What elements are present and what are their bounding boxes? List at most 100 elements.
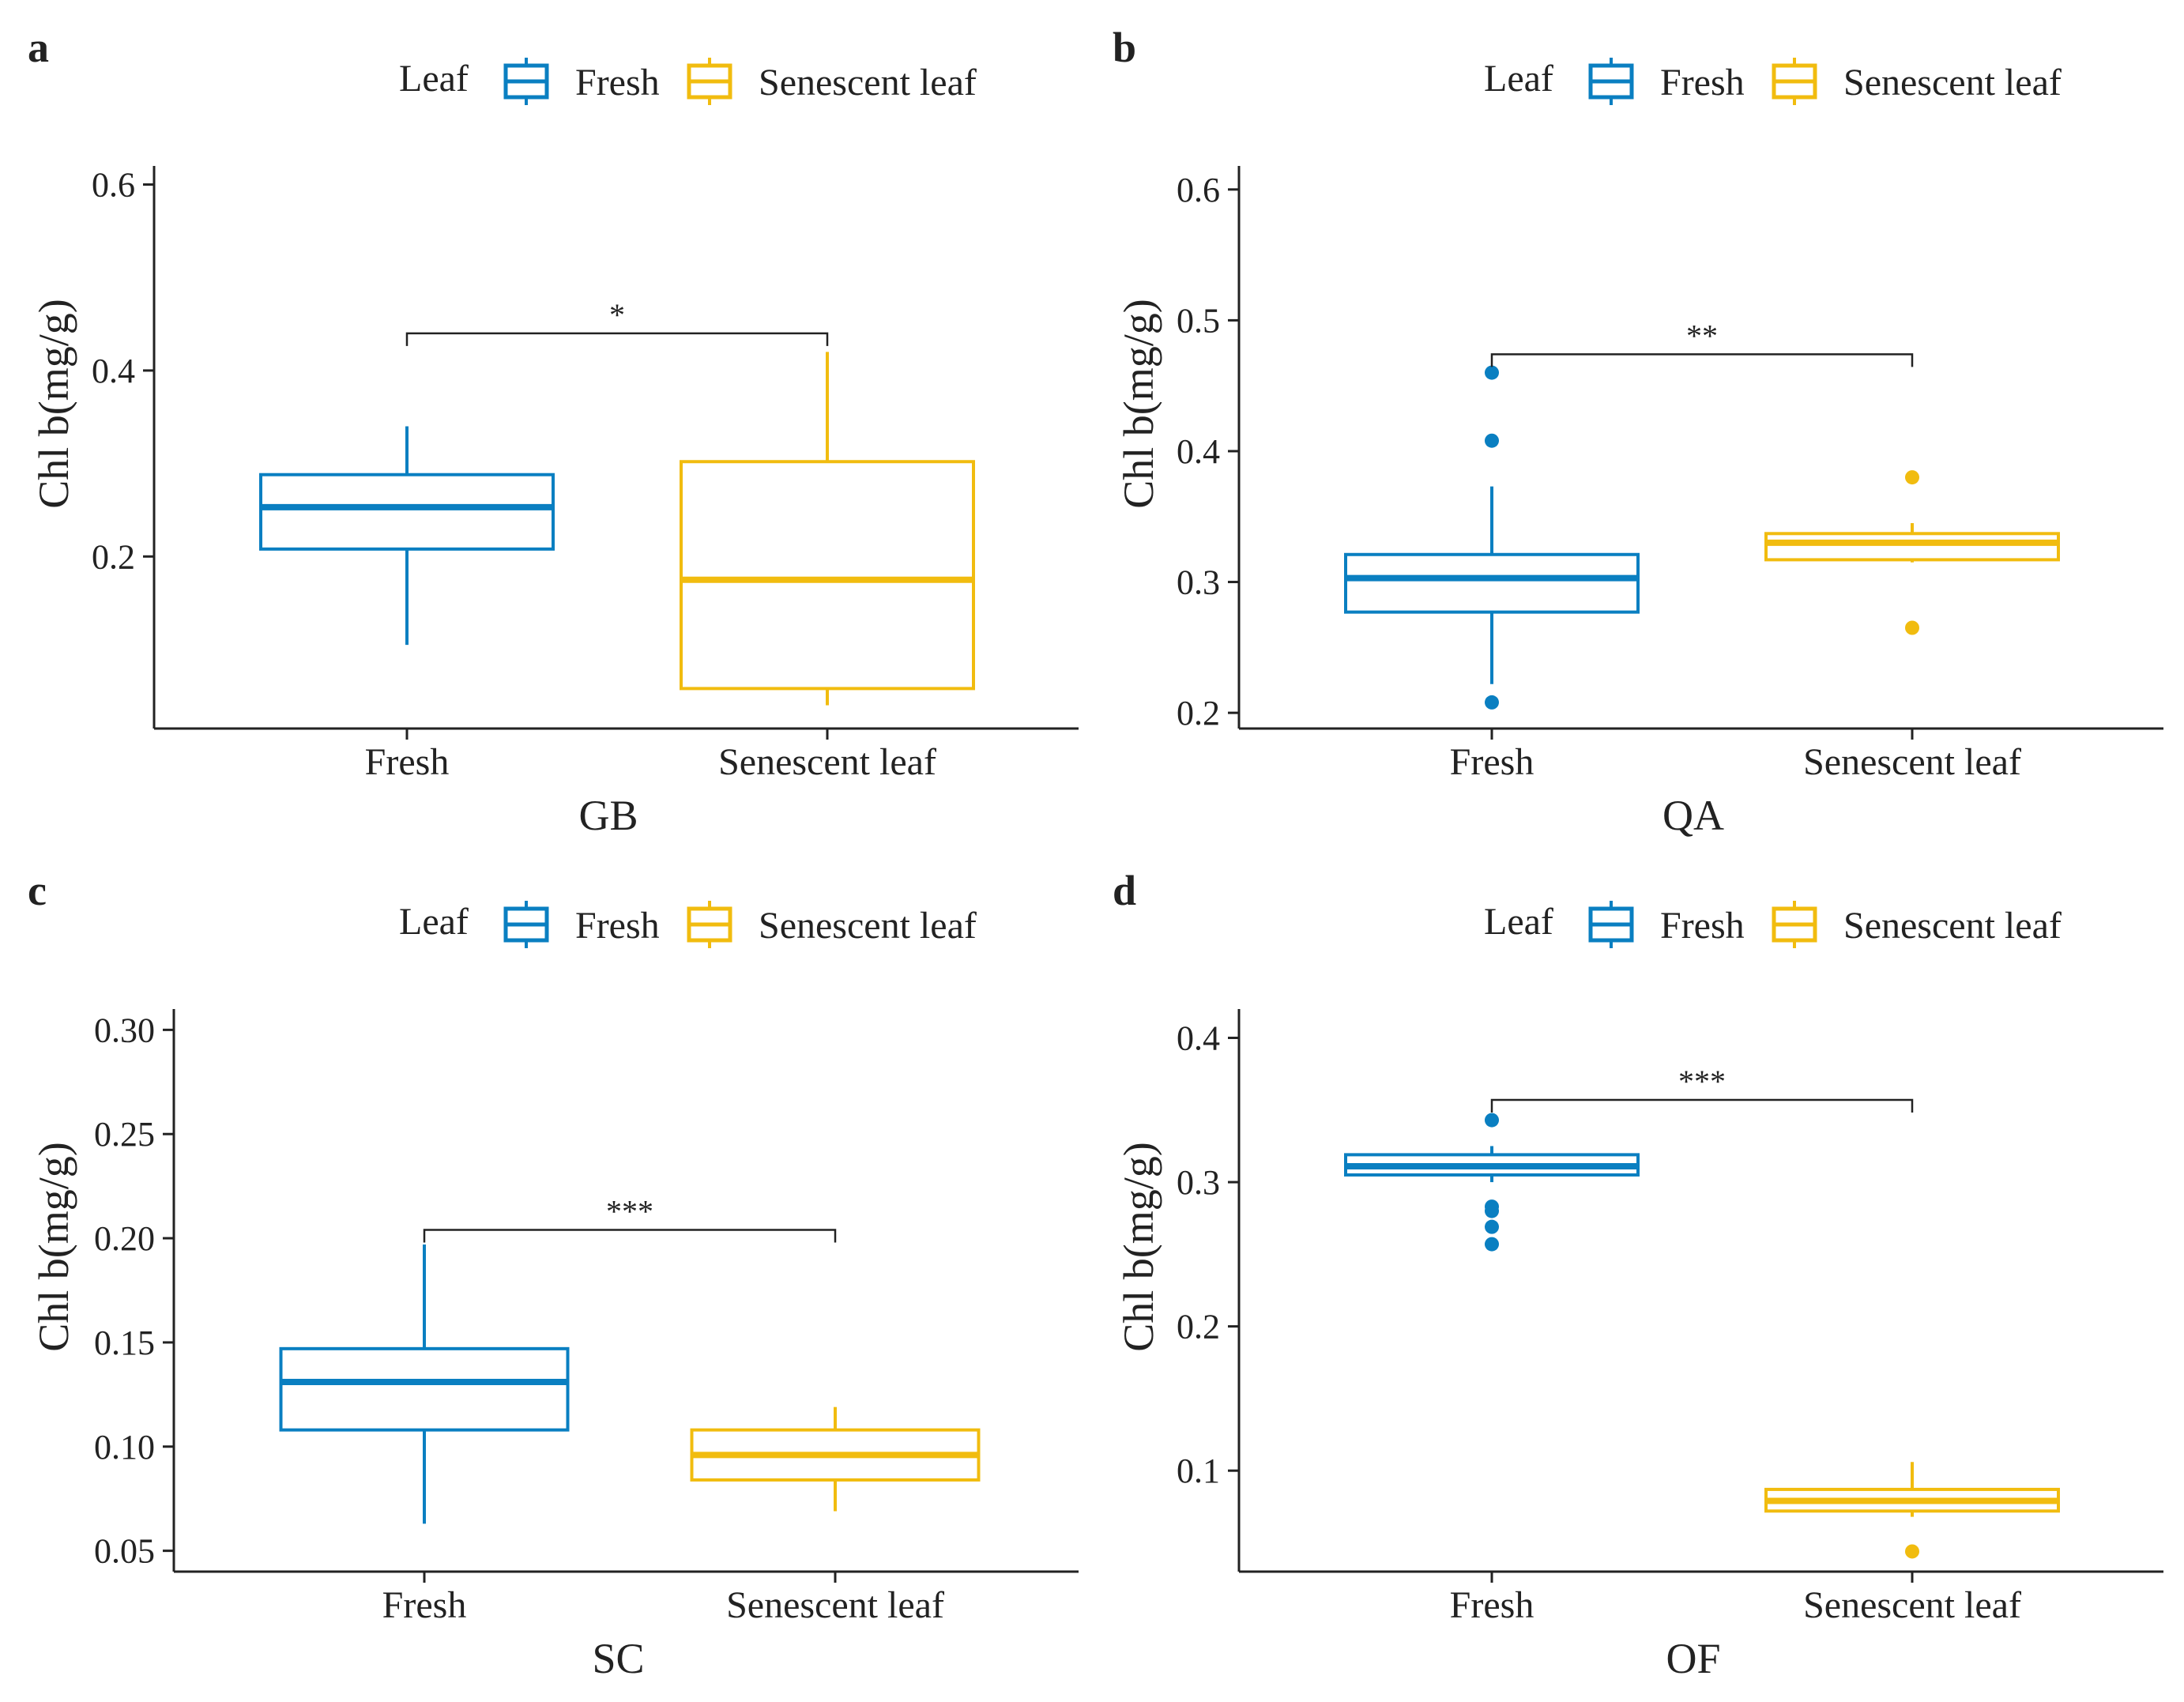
y-tick-label: 0.6 (1177, 171, 1220, 209)
significance-bracket: ** (1490, 318, 1914, 367)
outlier-point (1905, 470, 1919, 485)
panel-label: b (1113, 24, 1136, 71)
legend-key-senescent (687, 58, 732, 105)
legend-title: Leaf (399, 58, 469, 100)
significance-label: ** (1686, 318, 1718, 353)
outlier-point (1485, 1199, 1499, 1214)
box-fresh (259, 426, 555, 646)
box-fresh (1344, 1113, 1640, 1252)
box-senescent (690, 1406, 981, 1512)
bracket-line (1490, 353, 1914, 367)
box-senescent (1764, 470, 2060, 635)
y-tick-label: 0.3 (1177, 563, 1220, 602)
x-axis-title: SC (592, 1635, 644, 1682)
box-fresh (1344, 365, 1640, 710)
legend-title: Leaf (399, 901, 469, 943)
box-senescent (680, 352, 975, 706)
legend-key-fresh (503, 58, 549, 105)
outlier-point (1485, 1219, 1499, 1234)
x-tick-label: Senescent leaf (1803, 741, 2021, 783)
significance-label: * (609, 297, 625, 333)
legend-label: Fresh (1660, 62, 1745, 104)
y-tick-label: 0.20 (94, 1219, 155, 1258)
outlier-point (1485, 695, 1499, 710)
iqr-box (680, 460, 975, 691)
iqr-box (1764, 532, 2060, 562)
y-axis-title: Chl b(mg/g) (30, 1142, 77, 1352)
legend-label: Fresh (575, 905, 660, 947)
significance-bracket: *** (423, 1194, 837, 1243)
x-axis-title: GB (578, 792, 638, 839)
significance-label: *** (606, 1194, 653, 1229)
x-tick-label: Fresh (382, 1584, 467, 1626)
y-tick-label: 0.3 (1177, 1163, 1220, 1202)
y-tick-label: 0.2 (92, 537, 135, 576)
y-tick-label: 0.4 (92, 352, 135, 390)
y-tick-label: 0.30 (94, 1011, 155, 1049)
panel-a: a Leaf Fresh Senescent leaf 0.2 0.4 0.6 Fresh Se… (28, 24, 1079, 839)
legend-label: Senescent leaf (1843, 905, 2062, 947)
panel-label: c (28, 867, 47, 914)
legend-title: Leaf (1484, 901, 1553, 943)
iqr-box (1344, 552, 1640, 614)
iqr-box (259, 473, 555, 551)
legend-key-fresh (1588, 901, 1634, 948)
legend: Leaf Fresh Senescent leaf (1484, 901, 2062, 948)
bracket-line (405, 332, 829, 346)
y-tick-label: 0.6 (92, 166, 135, 205)
x-tick-label: Fresh (1450, 1584, 1534, 1626)
legend-label: Fresh (1660, 905, 1745, 947)
box-fresh (279, 1244, 570, 1524)
legend-key-senescent (1772, 58, 1817, 105)
y-tick-label: 0.2 (1177, 694, 1220, 732)
y-tick-label: 0.25 (94, 1115, 155, 1154)
significance-bracket: * (405, 297, 829, 346)
y-axis-title: Chl b(mg/g) (1115, 299, 1162, 509)
y-tick-label: 0.2 (1177, 1308, 1220, 1346)
significance-bracket: *** (1490, 1064, 1914, 1113)
x-axis-title: OF (1666, 1635, 1720, 1682)
legend-title: Leaf (1484, 58, 1553, 100)
legend: Leaf Fresh Senescent leaf (399, 58, 977, 105)
x-tick-label: Senescent leaf (1803, 1584, 2021, 1626)
y-tick-label: 0.4 (1177, 432, 1220, 471)
legend-label: Senescent leaf (759, 905, 977, 947)
y-axis-title: Chl b(mg/g) (30, 299, 77, 509)
x-tick-label: Fresh (365, 741, 450, 783)
outlier-point (1485, 1113, 1499, 1128)
x-tick-label: Senescent leaf (718, 741, 936, 783)
y-tick-label: 0.10 (94, 1428, 155, 1467)
significance-label: *** (1678, 1064, 1726, 1099)
y-tick-label: 0.5 (1177, 301, 1220, 340)
x-tick-label: Senescent leaf (726, 1584, 944, 1626)
legend-key-senescent (1772, 901, 1817, 948)
x-tick-label: Fresh (1450, 741, 1534, 783)
y-axis-title: Chl b(mg/g) (1115, 1142, 1162, 1352)
panel-c: c Leaf Fresh Senescent leaf 0.05 0.10 0.15 0.20… (28, 867, 1079, 1682)
x-axis-title: QA (1662, 792, 1724, 839)
bracket-line (1490, 1098, 1914, 1113)
outlier-point (1485, 1237, 1499, 1252)
y-tick-label: 0.1 (1177, 1452, 1220, 1490)
legend-key-fresh (1588, 58, 1634, 105)
y-tick-label: 0.4 (1177, 1019, 1220, 1058)
outlier-point (1905, 1544, 1919, 1559)
legend-key-fresh (503, 901, 549, 948)
panel-d: d Leaf Fresh Senescent leaf 0.1 0.2 0.3 0.4 Fres… (1113, 867, 2163, 1682)
panel-b: b Leaf Fresh Senescent leaf 0.2 0.3 0.4 0.5 0.6 F… (1113, 24, 2163, 839)
panel-label: d (1113, 867, 1136, 914)
panel-label: a (28, 24, 49, 71)
bracket-line (423, 1229, 837, 1243)
legend-label: Senescent leaf (1843, 62, 2062, 104)
outlier-point (1485, 433, 1499, 448)
y-tick-label: 0.05 (94, 1532, 155, 1571)
iqr-box (279, 1346, 570, 1432)
legend-label: Senescent leaf (759, 62, 977, 104)
legend-label: Fresh (575, 62, 660, 104)
outlier-point (1905, 620, 1919, 635)
legend: Leaf Fresh Senescent leaf (399, 901, 977, 948)
outlier-point (1485, 365, 1499, 380)
y-tick-label: 0.15 (94, 1324, 155, 1362)
box-senescent (1764, 1462, 2060, 1559)
